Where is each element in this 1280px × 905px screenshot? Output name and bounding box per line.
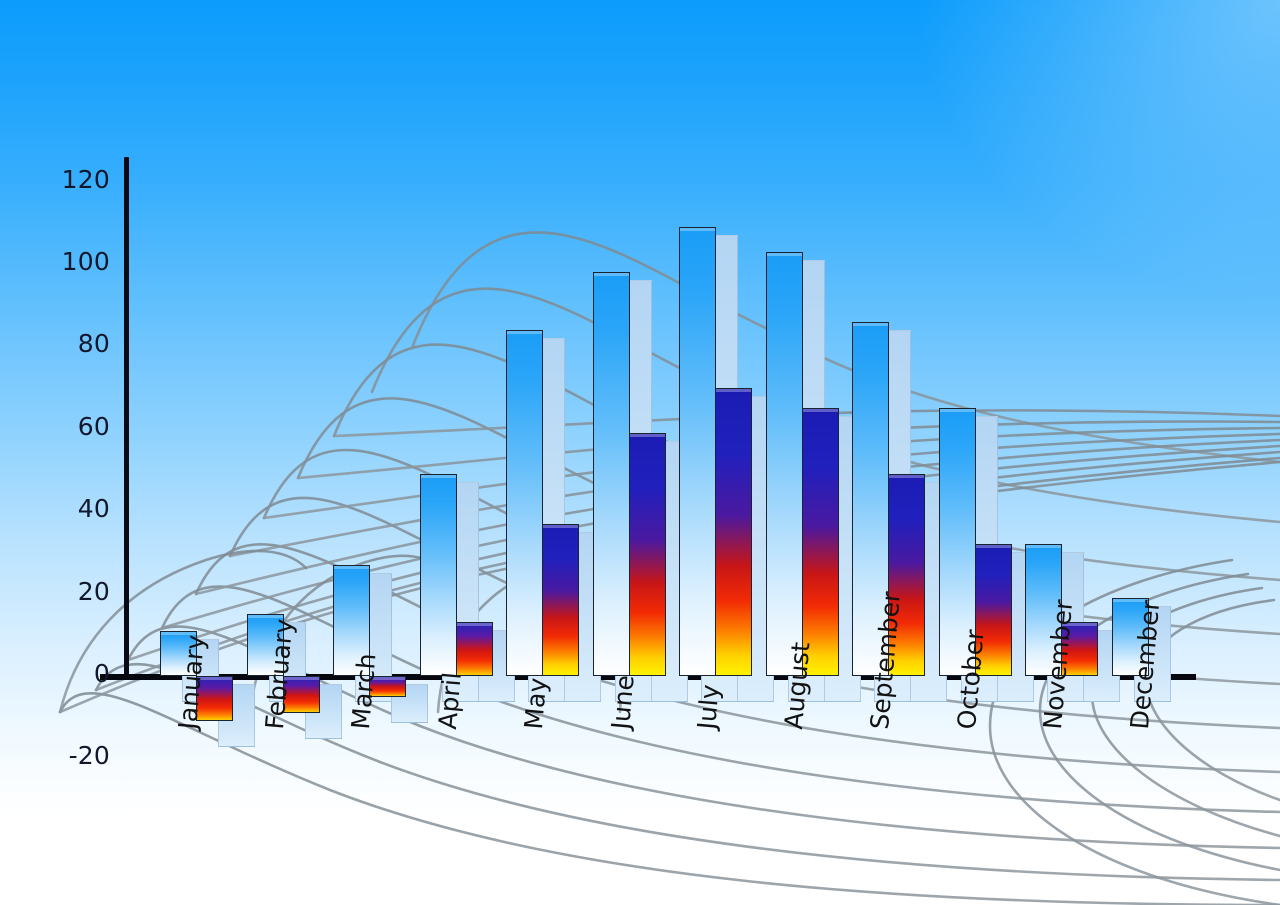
bar-gloss [716,388,751,392]
bar-series-2[interactable] [282,676,320,714]
bar-gloss [939,409,975,413]
bar-gloss [1026,545,1061,549]
bar-gloss [456,623,492,627]
bar-series-1[interactable] [160,630,197,676]
sky-highlight [760,0,1280,430]
y-axis-line [124,157,129,677]
bar-gloss [802,409,838,413]
x-axis-label: June [605,673,640,731]
y-tick-mark [112,674,142,678]
bar-series-1[interactable] [938,408,976,676]
bar-gloss [370,677,405,680]
bar-gloss [334,565,369,569]
bar-series-1[interactable] [419,474,457,676]
bar-gloss [507,330,542,334]
bar-series-1[interactable] [852,321,889,676]
x-axis-label: March [346,652,382,731]
x-axis-label: April [432,671,467,731]
bar-series-1[interactable] [765,251,803,676]
bar-series-2[interactable] [455,622,493,676]
bar-series-2[interactable] [715,387,752,676]
bar-series-1[interactable] [1025,544,1062,676]
bar-gloss [593,273,629,277]
bar-gloss [420,475,456,479]
bar-gloss [889,475,924,479]
bar-series-1[interactable] [246,614,284,676]
bar-gloss [543,524,578,528]
bar-gloss [629,433,665,437]
x-axis-label: May [519,676,553,731]
bar-gloss [283,677,319,680]
bar-series-2[interactable] [888,474,925,676]
bar-series-1[interactable] [679,226,716,676]
y-tick-label: -20 [68,741,110,771]
y-tick-label: 40 [77,494,110,524]
bar-series-2[interactable] [196,676,233,722]
y-tick-label: 100 [61,247,110,276]
bar-gloss [975,545,1011,549]
y-tick-label: 80 [77,329,110,359]
bar-series-1[interactable] [333,564,370,676]
bar-gloss [1112,598,1148,602]
bar-gloss [853,322,888,326]
bar-series-2[interactable] [628,432,666,676]
bar-series-2[interactable] [542,523,579,676]
bar-series-1[interactable] [592,272,630,676]
bar-series-1[interactable] [1111,597,1149,676]
x-axis-label: July [692,683,725,731]
bar-series-2[interactable] [801,408,839,676]
bar-gloss [197,677,232,680]
y-tick-label: 0 [93,659,110,688]
bar-series-1[interactable] [506,329,543,676]
bar-series-2[interactable] [369,676,406,697]
bar-gloss [161,631,196,635]
y-tick-label: 20 [77,576,110,606]
bar-gloss [1062,623,1097,627]
bar-series-2[interactable] [974,544,1012,676]
bar-gloss [680,227,715,231]
y-tick-label: 60 [77,411,110,441]
bar-gloss [247,615,283,619]
bar-series-2[interactable] [1061,622,1098,676]
bar-gloss [766,252,802,256]
y-tick-label: 120 [61,164,110,194]
